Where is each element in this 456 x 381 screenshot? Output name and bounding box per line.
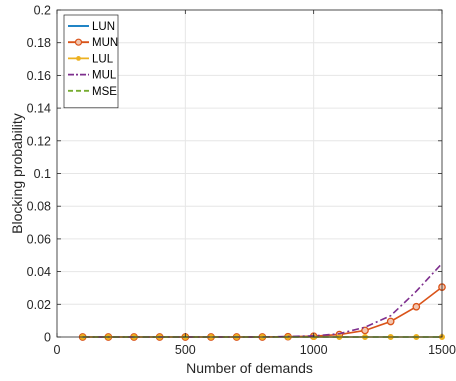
x-axis-title: Number of demands xyxy=(186,360,313,376)
legend-label-lun: LUN xyxy=(92,21,115,33)
data-point-mun xyxy=(386,317,395,326)
axis-ticks: 0 500 1000 1500 0 0.02 0.04 0.06 0.08 0.1 0.12 0.14… xyxy=(27,4,456,358)
legend: LUN MUN LUL MUL MSE xyxy=(63,14,119,109)
y-tick-label: 0.18 xyxy=(27,36,51,50)
y-tick-label: 0.08 xyxy=(27,200,51,214)
legend-label-lul: LUL xyxy=(92,53,114,65)
data-point-mun xyxy=(361,326,369,335)
legend-marker-lul xyxy=(76,56,81,61)
y-tick-label: 0 xyxy=(44,331,51,345)
x-tick-label: 0 xyxy=(54,343,61,357)
series-line-mul xyxy=(82,262,443,338)
x-tick-label: 1000 xyxy=(300,343,328,357)
y-axis-title: Blocking probability xyxy=(9,113,25,234)
legend-label-mse: MSE xyxy=(92,86,117,98)
y-tick-label: 0.02 xyxy=(27,298,51,312)
legend-label-mul: MUL xyxy=(92,70,117,82)
legend-marker-mun xyxy=(74,38,83,46)
legend-label-mun: MUN xyxy=(92,37,118,49)
y-tick-label: 0.06 xyxy=(27,232,51,246)
y-tick-label: 0.12 xyxy=(27,134,51,148)
x-tick-label: 500 xyxy=(175,343,196,357)
y-tick-label: 0.1 xyxy=(34,167,51,181)
y-tick-label: 0.04 xyxy=(27,265,51,279)
data-point-mun xyxy=(412,302,421,311)
y-tick-label: 0.14 xyxy=(27,102,51,116)
y-tick-label: 0.2 xyxy=(34,4,51,18)
y-tick-label: 0.16 xyxy=(27,69,51,83)
x-tick-label: 1500 xyxy=(428,343,456,357)
legend-box xyxy=(63,14,119,109)
